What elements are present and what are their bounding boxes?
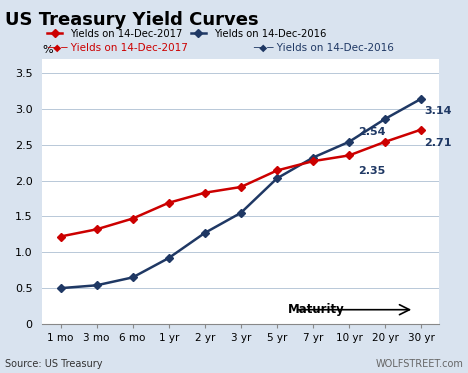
Text: WOLFSTREET.com: WOLFSTREET.com — [375, 359, 463, 369]
Yields on 14-Dec-2017 — [94, 227, 99, 232]
Yields on 14-Dec-2016 — [418, 97, 424, 101]
Text: 3.14: 3.14 — [424, 106, 452, 116]
Yields on 14-Dec-2017 — [202, 191, 208, 195]
Yields on 14-Dec-2016 — [346, 140, 352, 144]
Yields on 14-Dec-2016 — [382, 117, 388, 121]
Legend: Yields on 14-Dec-2017, Yields on 14-Dec-2016: Yields on 14-Dec-2017, Yields on 14-Dec-… — [47, 29, 326, 39]
Yields on 14-Dec-2016 — [58, 286, 63, 291]
Text: 2.35: 2.35 — [358, 166, 386, 176]
Text: US Treasury Yield Curves: US Treasury Yield Curves — [5, 11, 258, 29]
Yields on 14-Dec-2016 — [238, 211, 244, 215]
Yields on 14-Dec-2016 — [274, 176, 280, 181]
Yields on 14-Dec-2017 — [346, 153, 352, 158]
Text: %: % — [43, 45, 53, 55]
Line: Yields on 14-Dec-2017: Yields on 14-Dec-2017 — [58, 126, 424, 239]
Text: Maturity: Maturity — [288, 303, 344, 316]
Yields on 14-Dec-2017 — [274, 168, 280, 173]
Yields on 14-Dec-2016 — [310, 155, 316, 160]
Yields on 14-Dec-2017 — [166, 201, 172, 205]
Text: Source: US Treasury: Source: US Treasury — [5, 359, 102, 369]
Yields on 14-Dec-2016 — [94, 283, 99, 288]
Text: 2.71: 2.71 — [424, 138, 452, 148]
Text: 2.54: 2.54 — [358, 127, 386, 137]
Yields on 14-Dec-2016 — [130, 275, 135, 280]
Yields on 14-Dec-2017 — [130, 216, 135, 221]
Yields on 14-Dec-2017 — [418, 127, 424, 132]
Line: Yields on 14-Dec-2016: Yields on 14-Dec-2016 — [58, 95, 424, 291]
Yields on 14-Dec-2017 — [382, 140, 388, 144]
Text: ─◆─ Yields on 14-Dec-2017: ─◆─ Yields on 14-Dec-2017 — [47, 43, 188, 53]
Yields on 14-Dec-2016 — [166, 256, 172, 260]
Yields on 14-Dec-2017 — [58, 234, 63, 239]
Text: ─◆─ Yields on 14-Dec-2016: ─◆─ Yields on 14-Dec-2016 — [253, 43, 394, 53]
Yields on 14-Dec-2017 — [310, 159, 316, 163]
Yields on 14-Dec-2016 — [202, 231, 208, 235]
Yields on 14-Dec-2017 — [238, 185, 244, 189]
